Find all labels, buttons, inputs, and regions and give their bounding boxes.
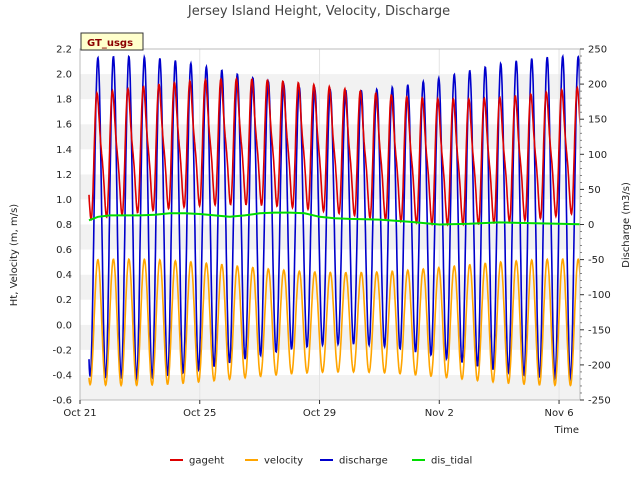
left-tick-label: 1.0 <box>56 195 72 206</box>
left-tick-label: -0.4 <box>52 370 72 381</box>
left-axis-ticks: -0.6 -0.4 -0.2 0.0 0.2 0.4 0.6 0.8 1.0 1.2 1.4 1.6 1… <box>52 45 72 407</box>
right-tick-label: -50 <box>588 255 604 266</box>
right-axis-title: Discharge (m3/s) <box>621 182 632 268</box>
left-tick-label: 1.6 <box>56 120 72 131</box>
legend: gageht velocity discharge dis_tidal <box>170 456 472 467</box>
series-line-gageht <box>88 76 580 227</box>
left-tick-label: 0.8 <box>56 220 72 231</box>
legend-label-velocity: velocity <box>264 456 303 467</box>
x-tick-label: Oct 21 <box>63 408 96 419</box>
background-band <box>80 374 580 400</box>
x-tick-label: Nov 6 <box>545 408 574 419</box>
right-tick-label: 200 <box>588 80 607 91</box>
legend-label-dis_tidal: dis_tidal <box>431 456 472 467</box>
right-tick-label: -250 <box>588 396 611 407</box>
right-tick-label: 100 <box>588 150 607 161</box>
left-tick-label: 2.2 <box>56 45 72 56</box>
right-tick-label: 250 <box>588 45 607 56</box>
legend-label-discharge: discharge <box>339 456 388 467</box>
left-tick-label: -0.2 <box>52 345 72 356</box>
station-tag-label: GT_usgs <box>87 38 133 49</box>
background-band <box>80 99 580 125</box>
x-tick-label: Oct 25 <box>183 408 216 419</box>
right-tick-label: 0 <box>588 220 594 231</box>
left-tick-label: 1.2 <box>56 170 72 181</box>
left-tick-label: 0.6 <box>56 245 72 256</box>
right-tick-label: -200 <box>588 360 611 371</box>
left-tick-label: 0.2 <box>56 295 72 306</box>
right-tick-label: -100 <box>588 290 611 301</box>
x-tick-label: Oct 29 <box>303 408 336 419</box>
background-band <box>80 124 580 150</box>
x-axis-ticks: Oct 21 Oct 25 Oct 29 Nov 2 Nov 6 <box>63 400 574 419</box>
right-tick-label: 50 <box>588 185 601 196</box>
left-tick-label: 1.4 <box>56 145 72 156</box>
background-band <box>80 49 580 75</box>
station-tag: GT_usgs <box>80 32 144 51</box>
left-tick-label: 1.8 <box>56 95 72 106</box>
right-tick-label: -150 <box>588 325 611 336</box>
series-line-dis_tidal <box>88 211 580 226</box>
right-tick-label: 150 <box>588 115 607 126</box>
station-tag-box <box>80 32 144 51</box>
background-band <box>80 349 580 375</box>
left-tick-label: 2.0 <box>56 70 72 81</box>
left-axis-title: Ht, Velocity (m, m/s) <box>9 204 20 307</box>
left-tick-label: -0.6 <box>52 396 72 407</box>
series-line-velocity <box>88 257 580 388</box>
x-axis-title: Time <box>554 425 579 436</box>
right-axis-ticks: -250 -200 -150 -100 -50 0 50 100 150 200 250 <box>580 45 611 407</box>
chart-title: Jersey Island Height, Velocity, Discharg… <box>187 4 450 19</box>
legend-label-gageht: gageht <box>189 456 224 467</box>
left-tick-label: 0.4 <box>56 270 72 281</box>
series-layer <box>88 53 580 388</box>
left-tick-label: 0.0 <box>56 320 72 331</box>
x-tick-label: Nov 2 <box>425 408 454 419</box>
